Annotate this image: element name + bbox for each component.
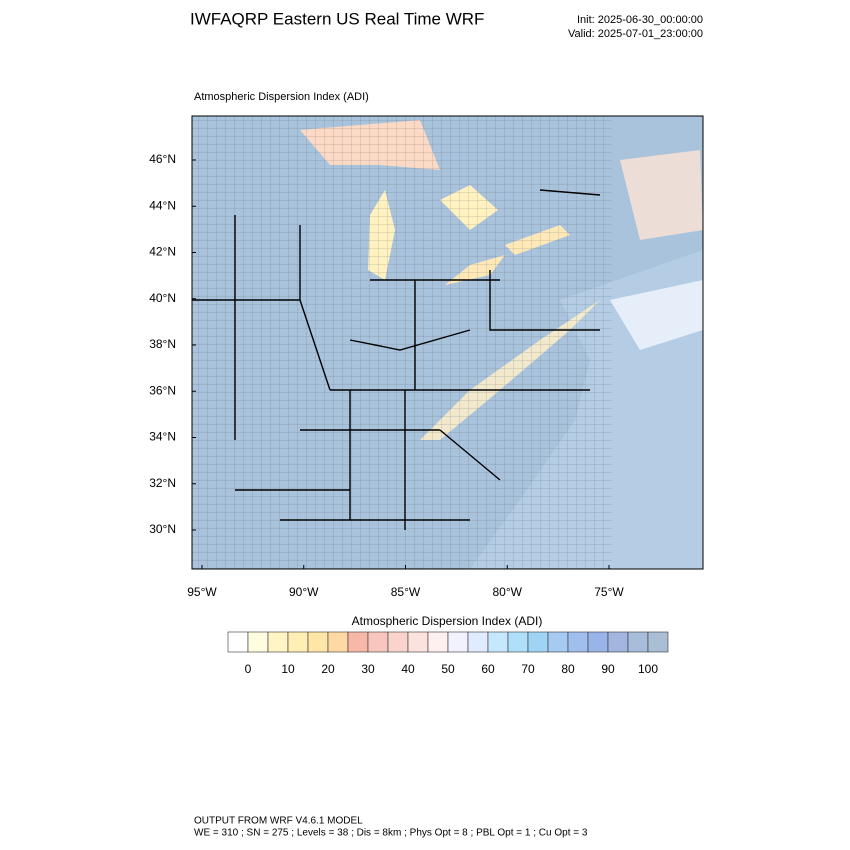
color-box [427,631,449,653]
valid-time: Valid: 2025-07-01_23:00:00 [568,28,703,40]
lon-label: 80°W [493,585,523,599]
color-box [267,631,289,653]
color-box [647,631,669,653]
lon-label: 75°W [594,585,624,599]
colorbar-label: 40 [401,662,415,676]
lon-label: 90°W [289,585,319,599]
lat-labels: 46°N 44°N 42°N 40°N 38°N 36°N 34°N 32°N 30°N [149,152,196,536]
colorbar: 0 10 20 30 40 50 60 70 80 90 100 [227,631,669,676]
color-box [627,631,649,653]
colorbar-label: 50 [441,662,455,676]
color-box [247,631,269,653]
color-box [287,631,309,653]
color-box [387,631,409,653]
map-frame [191,115,704,570]
color-box [447,631,469,653]
color-box [367,631,389,653]
color-box [467,631,489,653]
lon-labels: 95°W 90°W 85°W 80°W 75°W [187,565,624,599]
color-box [407,631,429,653]
color-box [527,631,549,653]
lat-label: 42°N [149,245,176,259]
footer-line: WE = 310 ; SN = 275 ; Levels = 38 ; Dis … [194,828,588,839]
lat-label: 32°N [149,476,176,490]
lon-label: 95°W [187,585,217,599]
color-box [347,631,369,653]
colorbar-label: 80 [561,662,575,676]
color-box [487,631,509,653]
color-box [507,631,529,653]
color-box [327,631,349,653]
color-box [567,631,589,653]
color-box [227,631,249,653]
lat-label: 34°N [149,430,176,444]
map-title: Atmospheric Dispersion Index (ADI) [194,91,369,103]
color-box [307,631,329,653]
colorbar-label: 70 [521,662,535,676]
lat-label: 40°N [149,291,176,305]
lat-label: 44°N [149,198,176,212]
lon-label: 85°W [391,585,421,599]
colorbar-label: 100 [638,662,658,676]
color-box [607,631,629,653]
lat-label: 46°N [149,152,176,166]
color-box [587,631,609,653]
map [192,116,703,569]
title: IWFAQRP Eastern US Real Time WRF [190,9,484,28]
init-time: Init: 2025-06-30_00:00:00 [577,14,703,26]
lat-label: 38°N [149,337,176,351]
footer-line: OUTPUT FROM WRF V4.6.1 MODEL [194,816,363,827]
colorbar-label: 10 [281,662,295,676]
colorbar-label: 60 [481,662,495,676]
lat-label: 36°N [149,383,176,397]
lat-label: 30°N [149,522,176,536]
colorbar-label: 0 [245,662,252,676]
colorbar-title: Atmospheric Dispersion Index (ADI) [352,614,543,628]
color-box [547,631,569,653]
colorbar-label: 90 [601,662,615,676]
colorbar-label: 20 [321,662,335,676]
colorbar-label: 30 [361,662,375,676]
